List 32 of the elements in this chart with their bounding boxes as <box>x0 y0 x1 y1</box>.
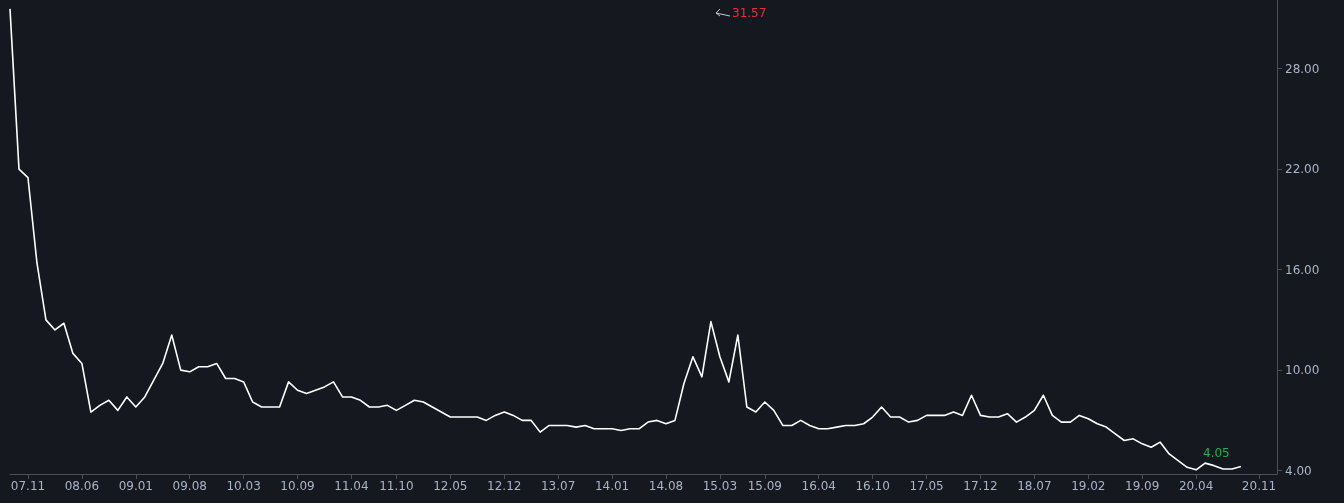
x-tick-label: 19.09 <box>1125 479 1160 493</box>
y-tick-label: 22.00 <box>1285 162 1320 177</box>
x-tick-label: 12.05 <box>433 479 468 493</box>
x-tick-label: 11.10 <box>379 479 414 493</box>
y-tick-label: 16.00 <box>1285 262 1320 277</box>
y-tick-label: 28.00 <box>1285 61 1320 76</box>
y-tick-label: 10.00 <box>1285 363 1320 378</box>
x-tick-label: 11.04 <box>334 479 369 493</box>
annotation: 4.05 <box>1203 446 1230 460</box>
x-tick-label: 09.01 <box>118 479 153 493</box>
x-tick-label: 12.12 <box>487 479 522 493</box>
x-tick-label: 14.01 <box>594 479 630 493</box>
x-tick-label: 15.03 <box>702 479 738 493</box>
x-tick-label: 09.08 <box>172 479 207 493</box>
x-tick-label: 15.09 <box>747 479 782 493</box>
x-tick-label: 14.08 <box>648 479 684 493</box>
x-tick-label: 20.11 <box>1241 479 1277 493</box>
x-tick-label: 16.04 <box>801 479 836 493</box>
x-tick-label: 16.10 <box>855 479 890 493</box>
x-tick-label: 07.11 <box>10 479 46 493</box>
x-tick-label: 18.07 <box>1017 479 1052 493</box>
x-tick-label: 13.07 <box>540 479 576 493</box>
x-tick-label: 20.04 <box>1178 479 1214 493</box>
x-tick-label: 10.09 <box>280 479 315 493</box>
x-tick-label: 17.12 <box>963 479 998 493</box>
annotation: 31.57 <box>732 6 767 20</box>
x-tick-label: 17.05 <box>909 479 944 493</box>
y-tick-label: 4.00 <box>1285 463 1312 478</box>
x-tick-label: 19.02 <box>1071 479 1106 493</box>
x-tick-label: 08.06 <box>64 479 100 493</box>
x-tick-label: 10.03 <box>226 479 261 493</box>
line-series <box>9 8 1242 471</box>
